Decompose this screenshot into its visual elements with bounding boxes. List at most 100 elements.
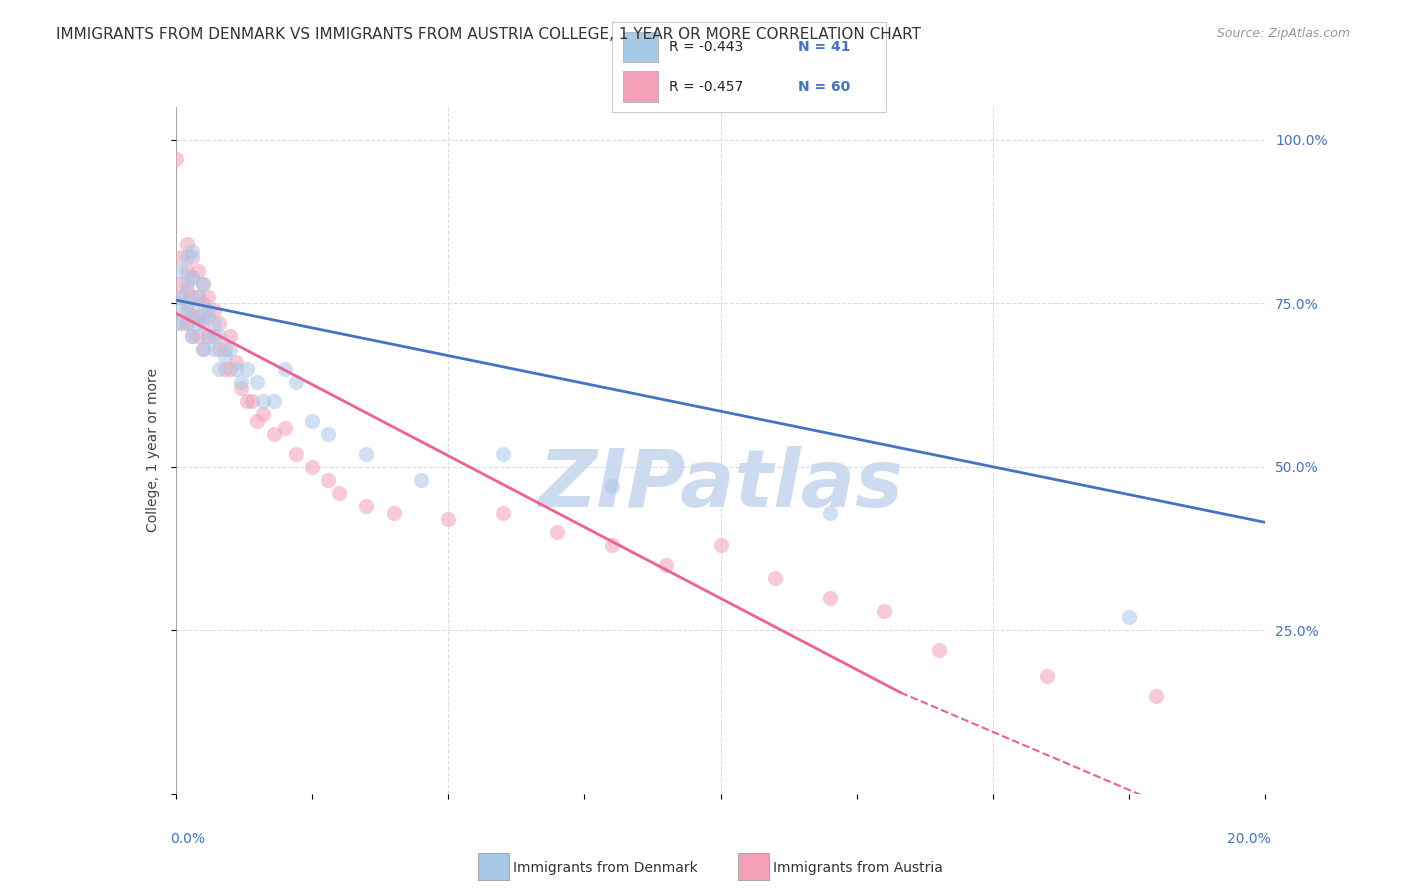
Point xyxy=(197,290,219,304)
Point xyxy=(246,414,269,428)
Point xyxy=(181,270,204,285)
Point xyxy=(170,251,193,265)
Point xyxy=(170,290,193,304)
Point xyxy=(202,302,225,317)
Point xyxy=(165,153,187,167)
Point xyxy=(176,296,198,310)
Point xyxy=(176,263,198,277)
Text: N = 60: N = 60 xyxy=(799,79,851,94)
Point xyxy=(219,342,242,356)
Point xyxy=(710,538,733,552)
Point xyxy=(409,473,432,487)
Point xyxy=(191,296,214,310)
Point xyxy=(191,342,214,356)
Point xyxy=(170,277,193,291)
Point xyxy=(186,290,209,304)
Point xyxy=(600,538,623,552)
Point xyxy=(181,329,204,343)
Point xyxy=(492,447,515,461)
Point xyxy=(176,302,198,317)
Point xyxy=(928,643,950,657)
Point xyxy=(202,342,225,356)
Text: IMMIGRANTS FROM DENMARK VS IMMIGRANTS FROM AUSTRIA COLLEGE, 1 YEAR OR MORE CORRE: IMMIGRANTS FROM DENMARK VS IMMIGRANTS FR… xyxy=(56,27,921,42)
Point xyxy=(235,394,257,409)
Point xyxy=(219,329,242,343)
Point xyxy=(170,290,193,304)
Point xyxy=(170,316,193,330)
Text: 0.0%: 0.0% xyxy=(170,831,205,846)
Point xyxy=(191,277,214,291)
Text: Source: ZipAtlas.com: Source: ZipAtlas.com xyxy=(1216,27,1350,40)
FancyBboxPatch shape xyxy=(623,71,658,102)
Point xyxy=(214,361,236,376)
Point xyxy=(208,329,231,343)
Text: 20.0%: 20.0% xyxy=(1227,831,1271,846)
Point xyxy=(655,558,678,572)
Point xyxy=(231,375,253,389)
Point xyxy=(191,342,214,356)
Point xyxy=(208,342,231,356)
Point xyxy=(170,263,193,277)
Point xyxy=(240,394,263,409)
Point xyxy=(176,316,198,330)
Point xyxy=(197,329,219,343)
Point xyxy=(263,394,285,409)
Point xyxy=(208,316,231,330)
Point xyxy=(176,316,198,330)
Point xyxy=(818,591,841,605)
Point xyxy=(186,290,209,304)
Point xyxy=(197,310,219,324)
Point xyxy=(356,499,378,513)
Point xyxy=(437,512,460,526)
Point xyxy=(225,361,247,376)
Point xyxy=(1036,669,1059,683)
Point xyxy=(252,394,274,409)
Point xyxy=(246,375,269,389)
Point xyxy=(219,361,242,376)
Point xyxy=(318,473,340,487)
Point xyxy=(181,290,204,304)
Point xyxy=(231,381,253,395)
FancyBboxPatch shape xyxy=(623,32,658,62)
Point xyxy=(274,420,297,434)
Text: R = -0.457: R = -0.457 xyxy=(669,79,744,94)
Point xyxy=(176,283,198,297)
Point xyxy=(202,316,225,330)
Point xyxy=(328,486,350,500)
Point xyxy=(176,277,198,291)
Point xyxy=(181,251,204,265)
Point xyxy=(186,316,209,330)
Point xyxy=(214,349,236,363)
Text: Immigrants from Denmark: Immigrants from Denmark xyxy=(513,861,697,875)
Point xyxy=(382,506,405,520)
Point xyxy=(318,427,340,442)
Point xyxy=(600,479,623,493)
Text: N = 41: N = 41 xyxy=(799,40,851,54)
Point xyxy=(181,244,204,258)
Point xyxy=(191,310,214,324)
Point xyxy=(1118,610,1140,624)
Point xyxy=(1144,689,1167,703)
Point xyxy=(763,571,786,585)
Y-axis label: College, 1 year or more: College, 1 year or more xyxy=(146,368,160,533)
Point xyxy=(356,447,378,461)
Point xyxy=(202,329,225,343)
Point xyxy=(181,270,204,285)
Text: ZIPatlas: ZIPatlas xyxy=(538,446,903,524)
Text: Immigrants from Austria: Immigrants from Austria xyxy=(773,861,943,875)
Point xyxy=(235,361,257,376)
Point xyxy=(284,375,307,389)
Point xyxy=(818,506,841,520)
Point xyxy=(186,329,209,343)
Point xyxy=(301,459,323,474)
Point xyxy=(186,263,209,277)
Point xyxy=(170,302,193,317)
Point xyxy=(165,316,187,330)
Point xyxy=(197,329,219,343)
Point xyxy=(225,355,247,369)
Point xyxy=(181,310,204,324)
Point xyxy=(546,525,568,540)
Point xyxy=(873,604,896,618)
Point xyxy=(181,302,204,317)
Point xyxy=(492,506,515,520)
